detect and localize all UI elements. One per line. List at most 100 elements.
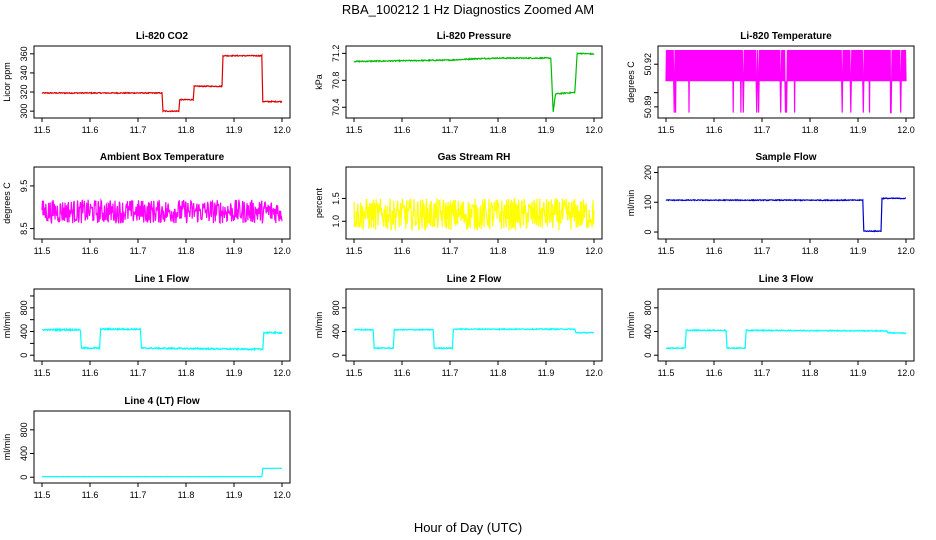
y-axis-label: ml/min xyxy=(314,312,324,339)
panel-title: Li-820 Pressure xyxy=(437,31,512,42)
x-tick-label: 11.6 xyxy=(394,246,411,256)
y-tick-label: 400 xyxy=(331,324,341,339)
y-axis-label: ml/min xyxy=(626,312,636,339)
panel-title: Sample Flow xyxy=(755,152,816,163)
x-tick-label: 11.9 xyxy=(850,125,867,135)
x-tick-label: 11.8 xyxy=(178,246,195,256)
panel-8: Line 3 Flow 11.5 11.6 11.7 11.8 11.9 12.0 0 400 8… xyxy=(626,274,915,378)
panel-title: Line 2 Flow xyxy=(447,274,502,285)
series-line xyxy=(353,327,595,351)
x-tick-label: 11.7 xyxy=(754,368,771,378)
y-tick-label: 70.4 xyxy=(331,98,341,116)
series-line xyxy=(353,52,595,112)
x-tick-label: 11.8 xyxy=(178,125,195,135)
plot-frame xyxy=(33,166,291,240)
y-axis-label: kPa xyxy=(314,74,324,90)
y-tick-label: 800 xyxy=(19,300,29,315)
panel-6: Line 1 Flow 11.5 11.6 11.7 11.8 11.9 12.0 0 400 8… xyxy=(2,274,291,378)
y-axis-label: ml/min xyxy=(626,190,636,217)
x-tick-label: 11.6 xyxy=(706,125,723,135)
x-tick-label: 11.9 xyxy=(538,246,555,256)
panel-title: Line 4 (LT) Flow xyxy=(124,396,200,407)
x-tick-label: 11.5 xyxy=(34,490,51,500)
x-tick-label: 11.7 xyxy=(130,246,147,256)
x-tick-label: 11.6 xyxy=(706,246,723,256)
x-tick-label: 11.8 xyxy=(490,125,507,135)
x-tick-label: 11.7 xyxy=(754,125,771,135)
x-tick-label: 12.0 xyxy=(273,368,291,378)
x-tick-label: 11.5 xyxy=(658,125,675,135)
x-tick-label: 11.8 xyxy=(490,368,507,378)
x-tick-label: 11.5 xyxy=(346,125,363,135)
panel-0: Li-820 CO2 11.5 11.6 11.7 11.8 11.9 12.0 300 320… xyxy=(2,31,291,135)
y-tick-label: 400 xyxy=(19,446,29,461)
panel-1: Li-820 Pressure 11.5 11.6 11.7 11.8 11.9 12.0 7… xyxy=(314,31,603,135)
plot-frame xyxy=(33,410,291,484)
x-tick-label: 11.8 xyxy=(802,246,819,256)
figure-title: RBA_100212 1 Hz Diagnostics Zoomed AM xyxy=(342,2,594,17)
panel-title: Line 1 Flow xyxy=(135,274,190,285)
x-tick-label: 11.5 xyxy=(658,368,675,378)
y-tick-label: 340 xyxy=(19,65,29,80)
x-tick-label: 11.9 xyxy=(538,368,555,378)
y-tick-label: 50.92 xyxy=(643,53,653,76)
series-line xyxy=(42,327,283,352)
y-tick-label: 1.5 xyxy=(331,192,341,205)
x-tick-label: 11.9 xyxy=(538,125,555,135)
y-tick-label: 360 xyxy=(19,46,29,61)
x-tick-label: 11.9 xyxy=(850,368,867,378)
y-tick-label: 8.5 xyxy=(19,222,29,235)
panel-title: Line 3 Flow xyxy=(759,274,814,285)
panel-title: Li-820 Temperature xyxy=(740,31,832,42)
x-tick-label: 12.0 xyxy=(897,125,915,135)
y-tick-label: 800 xyxy=(331,300,341,315)
x-tick-label: 11.5 xyxy=(658,246,675,256)
x-tick-label: 11.7 xyxy=(442,125,459,135)
y-tick-label: 0 xyxy=(643,230,653,235)
x-tick-label: 11.6 xyxy=(394,125,411,135)
y-axis-label: degrees C xyxy=(626,61,636,103)
y-tick-label: 320 xyxy=(19,85,29,100)
y-tick-label: 50.89 xyxy=(643,96,653,119)
x-tick-label: 11.8 xyxy=(178,490,195,500)
series-line xyxy=(42,467,283,478)
x-tick-label: 11.7 xyxy=(442,246,459,256)
x-tick-label: 11.9 xyxy=(226,490,243,500)
panel-title: Li-820 CO2 xyxy=(136,31,189,42)
plot-frame xyxy=(345,45,603,119)
y-tick-label: 71.2 xyxy=(331,45,341,63)
x-tick-label: 11.8 xyxy=(178,368,195,378)
x-tick-label: 11.9 xyxy=(226,246,243,256)
y-tick-label: 300 xyxy=(19,104,29,119)
y-tick-label: 400 xyxy=(19,324,29,339)
x-tick-label: 11.7 xyxy=(754,246,771,256)
y-axis-label: degrees C xyxy=(2,182,12,224)
x-tick-label: 11.6 xyxy=(394,368,411,378)
panel-title: Ambient Box Temperature xyxy=(100,152,225,163)
y-axis-label: ml/min xyxy=(2,312,12,339)
series-line xyxy=(41,198,283,225)
x-tick-label: 11.6 xyxy=(706,368,723,378)
x-tick-label: 11.9 xyxy=(226,368,243,378)
x-tick-label: 11.8 xyxy=(490,246,507,256)
panel-7: Line 2 Flow 11.5 11.6 11.7 11.8 11.9 12.0 0 400 8… xyxy=(314,274,603,378)
x-tick-label: 11.8 xyxy=(802,125,819,135)
series-line xyxy=(665,196,906,233)
x-tick-label: 12.0 xyxy=(273,246,291,256)
y-tick-label: 200 xyxy=(643,165,653,180)
plot-frame xyxy=(657,166,915,240)
x-tick-label: 11.5 xyxy=(346,246,363,256)
x-tick-label: 12.0 xyxy=(273,490,291,500)
x-tick-label: 11.8 xyxy=(802,368,819,378)
series-line xyxy=(665,328,907,350)
y-tick-label: 800 xyxy=(643,300,653,315)
x-tick-label: 12.0 xyxy=(585,368,603,378)
x-tick-label: 11.6 xyxy=(82,125,99,135)
x-tick-label: 12.0 xyxy=(897,246,915,256)
panel-5: Sample Flow 11.5 11.6 11.7 11.8 11.9 12.0 0 100 2… xyxy=(626,152,915,256)
x-axis-label: Hour of Day (UTC) xyxy=(414,520,522,535)
y-tick-label: 70.8 xyxy=(331,72,341,90)
x-tick-label: 11.7 xyxy=(442,368,459,378)
panel-2: Li-820 Temperature 11.5 11.6 11.7 11.8 11.9 12… xyxy=(626,31,915,135)
y-tick-label: 9.5 xyxy=(19,180,29,193)
